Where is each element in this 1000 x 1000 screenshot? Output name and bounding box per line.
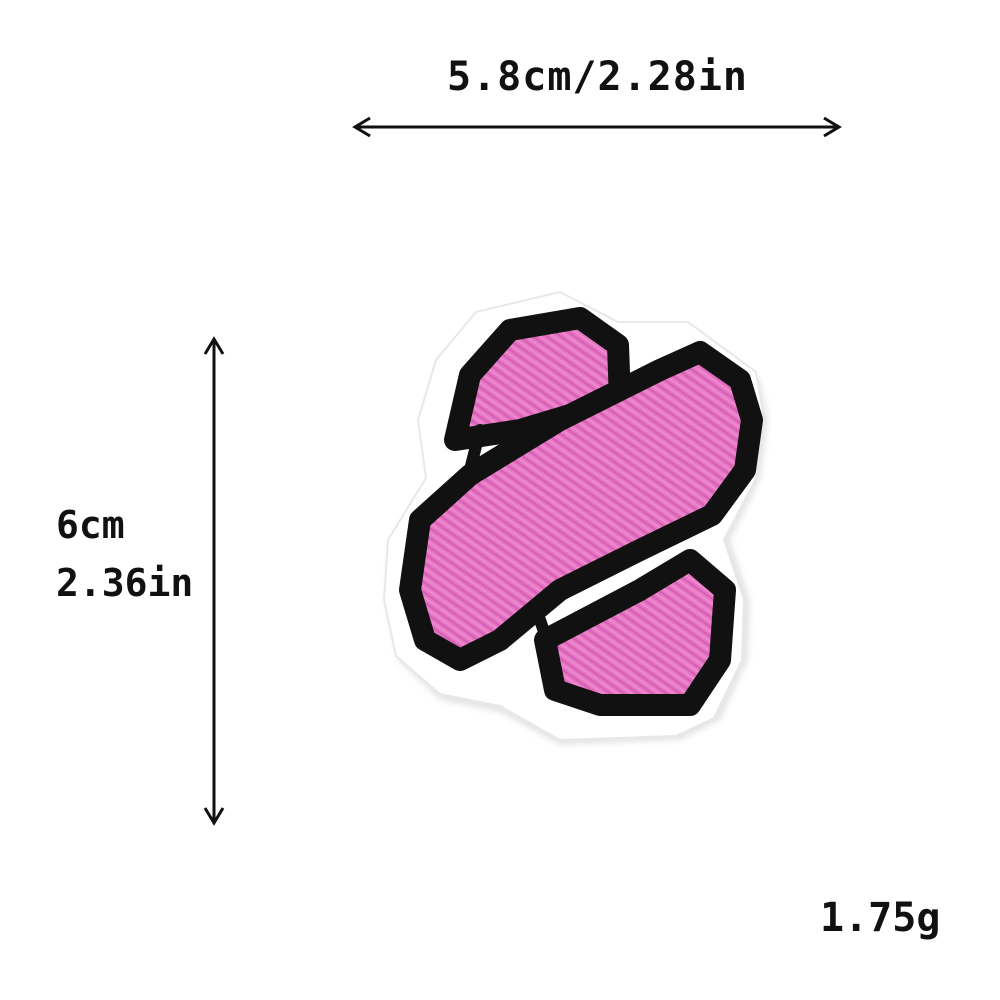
height-in-label: 2.36in xyxy=(56,561,194,605)
bandage-patch-image xyxy=(382,290,768,745)
height-cm-label: 6cm xyxy=(56,503,125,547)
height-arrow xyxy=(203,336,225,826)
width-arrow xyxy=(352,116,842,138)
weight-label: 1.75g xyxy=(820,895,941,941)
width-dimension-label: 5.8cm/2.28in xyxy=(447,54,748,100)
